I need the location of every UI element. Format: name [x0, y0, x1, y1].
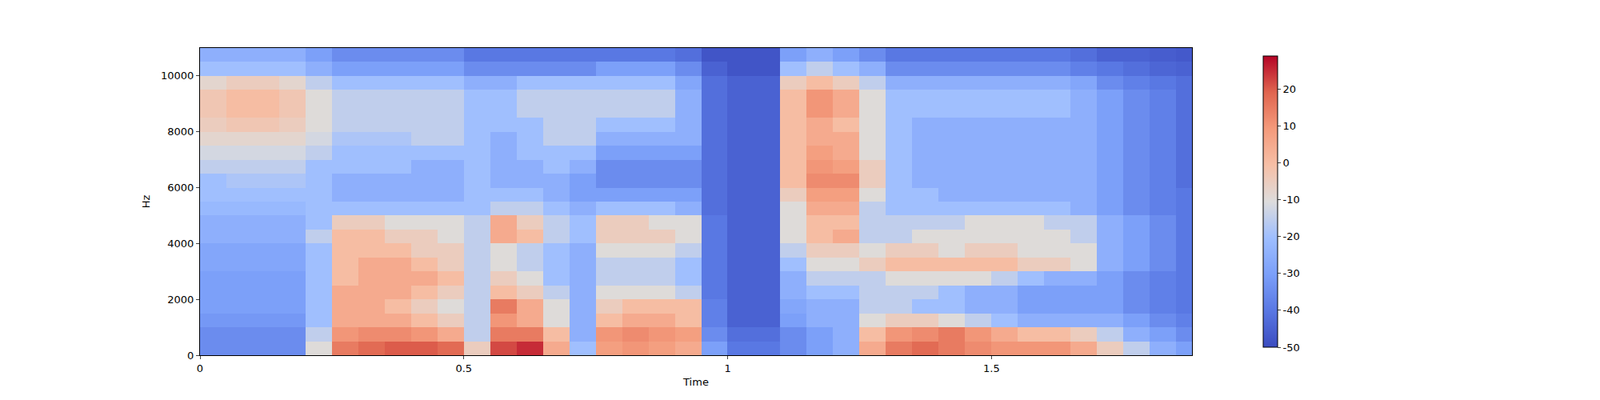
svg-text:Hz: Hz	[140, 195, 152, 209]
svg-text:4000: 4000	[167, 237, 194, 250]
svg-text:20: 20	[1283, 83, 1297, 96]
svg-text:Time: Time	[682, 376, 709, 388]
svg-text:-40: -40	[1283, 304, 1300, 316]
svg-text:8000: 8000	[167, 125, 194, 138]
svg-text:-20: -20	[1283, 230, 1300, 243]
svg-text:-50: -50	[1283, 341, 1300, 354]
svg-text:2000: 2000	[167, 293, 194, 306]
svg-text:0: 0	[196, 362, 204, 375]
svg-text:10000: 10000	[160, 69, 194, 82]
svg-text:0: 0	[187, 349, 194, 362]
svg-text:1.5: 1.5	[983, 362, 1000, 375]
svg-text:6000: 6000	[167, 181, 194, 194]
svg-text:1: 1	[724, 362, 731, 375]
svg-text:-30: -30	[1283, 267, 1300, 280]
svg-text:10: 10	[1283, 120, 1297, 132]
svg-text:0.5: 0.5	[455, 362, 472, 375]
svg-text:-10: -10	[1283, 193, 1300, 206]
svg-text:0: 0	[1283, 156, 1290, 169]
